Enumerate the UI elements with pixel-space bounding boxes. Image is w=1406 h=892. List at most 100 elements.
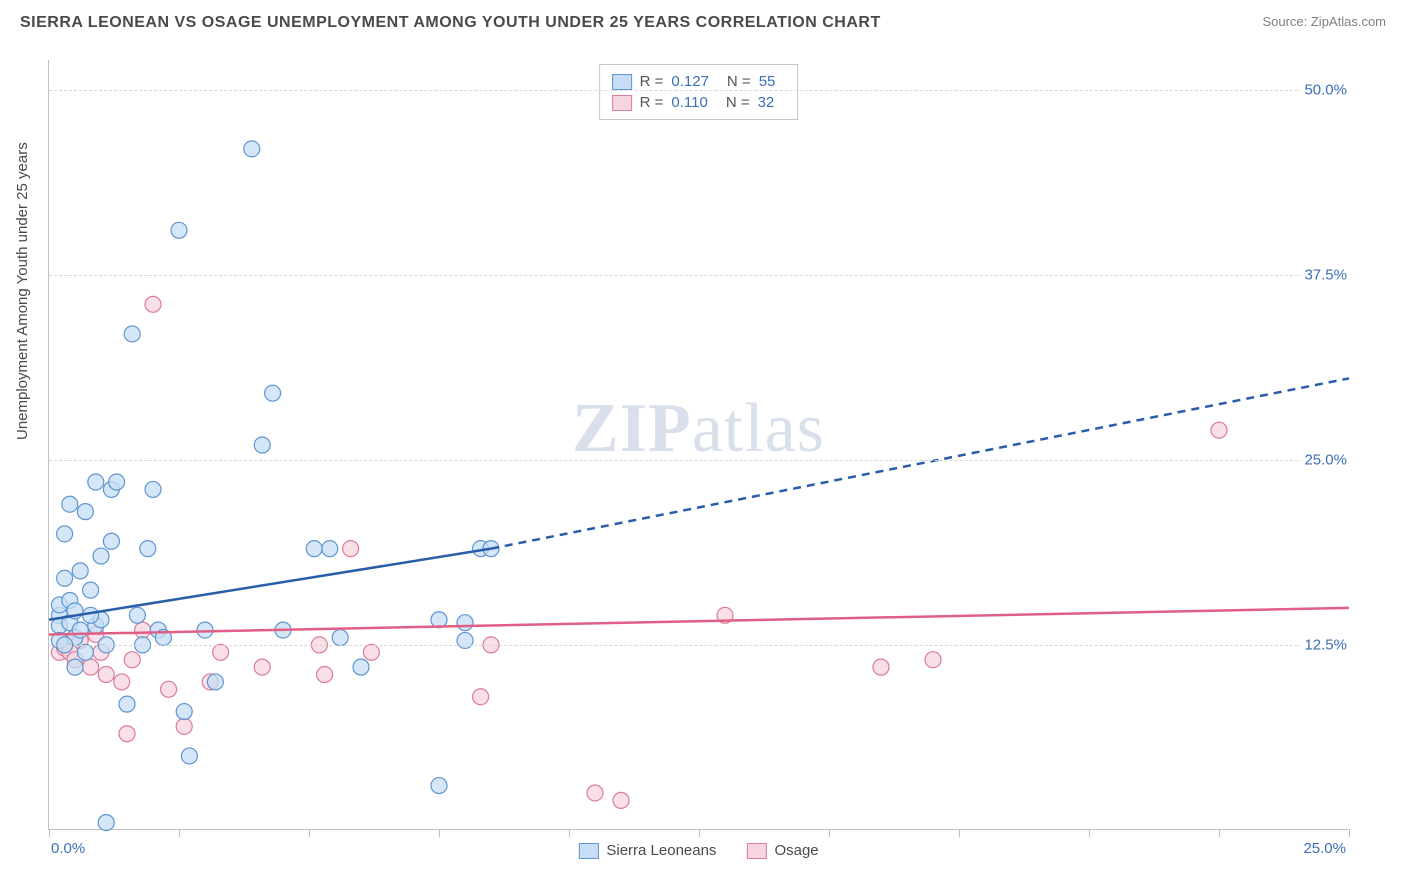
- data-point: [72, 563, 88, 579]
- n-label: N =: [727, 73, 751, 90]
- data-point: [171, 222, 187, 238]
- x-tick: [1349, 829, 1350, 837]
- data-point: [306, 541, 322, 557]
- data-point: [213, 644, 229, 660]
- x-tick: [1089, 829, 1090, 837]
- data-point: [72, 622, 88, 638]
- data-point: [254, 659, 270, 675]
- y-tick-label: 50.0%: [1301, 80, 1350, 99]
- data-point: [62, 496, 78, 512]
- data-point: [83, 582, 99, 598]
- swatch-sierra-bottom: [578, 843, 598, 859]
- chart-header: SIERRA LEONEAN VS OSAGE UNEMPLOYMENT AMO…: [0, 0, 1406, 40]
- data-point: [457, 615, 473, 631]
- gridline: [49, 90, 1348, 91]
- legend-item-sierra: Sierra Leoneans: [578, 842, 716, 859]
- data-point: [124, 652, 140, 668]
- data-point: [873, 659, 889, 675]
- data-point: [473, 689, 489, 705]
- data-point: [925, 652, 941, 668]
- data-point: [176, 704, 192, 720]
- x-tick: [699, 829, 700, 837]
- trend-line: [49, 608, 1349, 635]
- data-point: [77, 504, 93, 520]
- data-point: [57, 570, 73, 586]
- x-tick: [439, 829, 440, 837]
- gridline: [49, 460, 1348, 461]
- n-value-sierra: 55: [759, 73, 776, 90]
- r-value-osage: 0.110: [671, 94, 707, 111]
- n-value-osage: 32: [758, 94, 775, 111]
- data-point: [457, 632, 473, 648]
- data-point: [145, 481, 161, 497]
- n-label: N =: [726, 94, 750, 111]
- data-point: [67, 659, 83, 675]
- data-point: [109, 474, 125, 490]
- data-point: [135, 622, 151, 638]
- trend-line: [491, 378, 1349, 548]
- r-value-sierra: 0.127: [671, 73, 709, 90]
- data-point: [353, 659, 369, 675]
- data-point: [124, 326, 140, 342]
- data-point: [363, 644, 379, 660]
- y-tick-label: 12.5%: [1301, 635, 1350, 654]
- legend-item-osage: Osage: [746, 842, 818, 859]
- gridline: [49, 275, 1348, 276]
- data-point: [98, 667, 114, 683]
- data-point: [77, 644, 93, 660]
- swatch-sierra: [612, 74, 632, 90]
- y-tick-label: 37.5%: [1301, 265, 1350, 284]
- series-label-osage: Osage: [774, 842, 818, 859]
- r-label: R =: [640, 73, 664, 90]
- x-tick: [569, 829, 570, 837]
- x-tick: [309, 829, 310, 837]
- data-point: [103, 533, 119, 549]
- y-tick-label: 25.0%: [1301, 450, 1350, 469]
- data-point: [254, 437, 270, 453]
- scatter-svg: [49, 60, 1348, 829]
- data-point: [83, 607, 99, 623]
- source-attribution: Source: ZipAtlas.com: [1262, 14, 1386, 29]
- series-legend: Sierra Leoneans Osage: [578, 842, 818, 859]
- data-point: [57, 526, 73, 542]
- data-point: [161, 681, 177, 697]
- gridline: [49, 645, 1348, 646]
- data-point: [145, 296, 161, 312]
- data-point: [98, 815, 114, 831]
- data-point: [207, 674, 223, 690]
- x-tick: [829, 829, 830, 837]
- data-point: [343, 541, 359, 557]
- legend-row-osage: R = 0.110 N = 32: [612, 92, 786, 113]
- x-axis-min-label: 0.0%: [51, 840, 85, 857]
- data-point: [176, 718, 192, 734]
- data-point: [114, 674, 130, 690]
- x-axis-max-label: 25.0%: [1303, 840, 1346, 857]
- data-point: [93, 548, 109, 564]
- data-point: [140, 541, 156, 557]
- data-point: [88, 474, 104, 490]
- y-axis-title: Unemployment Among Youth under 25 years: [14, 142, 31, 440]
- chart-title: SIERRA LEONEAN VS OSAGE UNEMPLOYMENT AMO…: [20, 14, 881, 32]
- data-point: [119, 696, 135, 712]
- data-point: [129, 607, 145, 623]
- x-tick: [1219, 829, 1220, 837]
- data-point: [332, 630, 348, 646]
- x-tick: [49, 829, 50, 837]
- series-label-sierra: Sierra Leoneans: [606, 842, 716, 859]
- data-point: [1211, 422, 1227, 438]
- chart-plot-area: ZIPatlas R = 0.127 N = 55 R = 0.110 N = …: [48, 60, 1348, 830]
- data-point: [317, 667, 333, 683]
- correlation-legend: R = 0.127 N = 55 R = 0.110 N = 32: [599, 64, 799, 120]
- data-point: [83, 659, 99, 675]
- data-point: [265, 385, 281, 401]
- swatch-osage-bottom: [746, 843, 766, 859]
- x-tick: [959, 829, 960, 837]
- data-point: [322, 541, 338, 557]
- r-label: R =: [640, 94, 664, 111]
- x-tick: [179, 829, 180, 837]
- data-point: [587, 785, 603, 801]
- data-point: [613, 792, 629, 808]
- data-point: [244, 141, 260, 157]
- data-point: [119, 726, 135, 742]
- data-point: [181, 748, 197, 764]
